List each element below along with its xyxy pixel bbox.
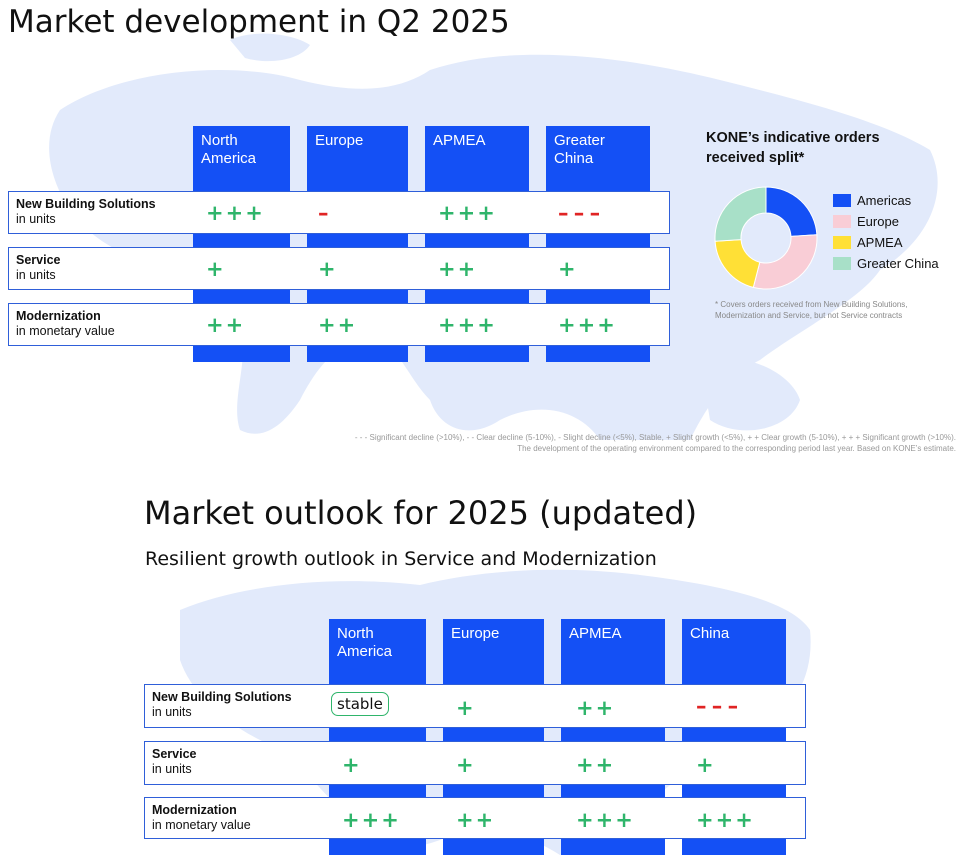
row-label: Service in units	[152, 747, 196, 777]
legend-item-europe: Europe	[833, 215, 899, 229]
value-cell: +	[456, 753, 476, 777]
pie-chart-title: KONE’s indicative orders received split*	[706, 130, 880, 166]
value-cell: +++	[438, 201, 497, 225]
value-cell: +++	[206, 201, 265, 225]
value-cell: +++	[576, 808, 635, 832]
column-label: North America	[337, 625, 393, 660]
value-cell: +++	[438, 313, 497, 337]
bottom-row-service: Service in units + + ++ +	[144, 741, 806, 785]
legend-label: APMEA	[857, 235, 903, 250]
value-cell: ++	[456, 808, 496, 832]
value-cell: – – –	[558, 201, 600, 225]
column-label: APMEA	[569, 625, 622, 642]
value-cell: +++	[696, 808, 755, 832]
row-name: New Building Solutions	[152, 690, 292, 704]
value-cell: ++	[318, 313, 358, 337]
legend-item-americas: Americas	[833, 194, 911, 208]
bottom-row-modernization: Modernization in monetary value +++ ++ ++…	[144, 797, 806, 839]
legend-label: Americas	[857, 193, 912, 208]
legend-swatch	[833, 236, 851, 249]
value-cell: +	[696, 753, 716, 777]
value-cell: ++	[206, 313, 246, 337]
value-cell: +	[558, 257, 578, 281]
top-row-service: Service in units + + ++ +	[8, 247, 670, 290]
row-label: New Building Solutions in units	[152, 690, 292, 720]
page-title: Market development in Q2 2025	[8, 4, 510, 40]
legend-swatch	[833, 257, 851, 270]
row-unit: in units	[152, 762, 192, 776]
outlook-subtitle: Resilient growth outlook in Service and …	[145, 548, 657, 570]
top-row-new-building-solutions: New Building Solutions in units +++ – +++…	[8, 191, 670, 234]
column-label: China	[690, 625, 730, 642]
value-cell: +++	[558, 313, 617, 337]
stable-badge: stable	[331, 692, 389, 716]
pie-slice-apmea	[714, 239, 761, 289]
row-name: Modernization	[152, 803, 237, 817]
row-name: Modernization	[16, 309, 101, 323]
legend-item-apmea: APMEA	[833, 236, 903, 250]
legend-item-greater-china: Greater China	[833, 257, 939, 271]
row-label: Modernization in monetary value	[16, 309, 115, 339]
bottom-row-new-building-solutions: New Building Solutions in units stable + …	[144, 684, 806, 728]
value-cell: +	[342, 753, 362, 777]
pie-slice-americas	[765, 186, 818, 237]
row-unit: in monetary value	[16, 324, 115, 338]
scale-legend-line: - - - Significant decline (>10%), - - Cl…	[354, 433, 956, 442]
row-unit: in units	[16, 212, 56, 226]
row-label: Service in units	[16, 253, 60, 283]
orders-split-donut-chart	[714, 186, 818, 290]
legend-swatch	[833, 215, 851, 228]
row-label: Modernization in monetary value	[152, 803, 251, 833]
row-unit: in units	[152, 705, 192, 719]
column-label: Europe	[315, 132, 364, 149]
row-name: Service	[152, 747, 197, 761]
scale-legend-note: The development of the operating environ…	[517, 444, 956, 453]
row-unit: in monetary value	[152, 818, 251, 832]
legend-label: Greater China	[857, 256, 939, 271]
legend-label: Europe	[857, 214, 899, 229]
legend-swatch	[833, 194, 851, 207]
value-cell: +	[206, 257, 226, 281]
pie-slice-europe	[752, 234, 818, 290]
top-row-modernization: Modernization in monetary value ++ ++ +++…	[8, 303, 670, 346]
value-cell: ++	[576, 753, 616, 777]
pie-footnote: * Covers orders received from New Buildi…	[715, 300, 908, 320]
value-cell: – – –	[696, 694, 738, 718]
column-label: Greater China	[554, 132, 605, 167]
column-label: North America	[201, 132, 257, 167]
value-cell: –	[318, 201, 331, 225]
column-label: Europe	[451, 625, 500, 642]
row-name: Service	[16, 253, 61, 267]
value-cell: +++	[342, 808, 401, 832]
outlook-title: Market outlook for 2025 (updated)	[144, 494, 698, 532]
value-cell: ++	[576, 696, 616, 720]
value-cell: ++	[438, 257, 478, 281]
pie-slice-greater-china	[714, 186, 767, 242]
column-label: APMEA	[433, 132, 486, 149]
value-cell: +	[456, 696, 476, 720]
row-unit: in units	[16, 268, 56, 282]
row-name: New Building Solutions	[16, 197, 156, 211]
row-label: New Building Solutions in units	[16, 197, 156, 227]
value-cell: +	[318, 257, 338, 281]
